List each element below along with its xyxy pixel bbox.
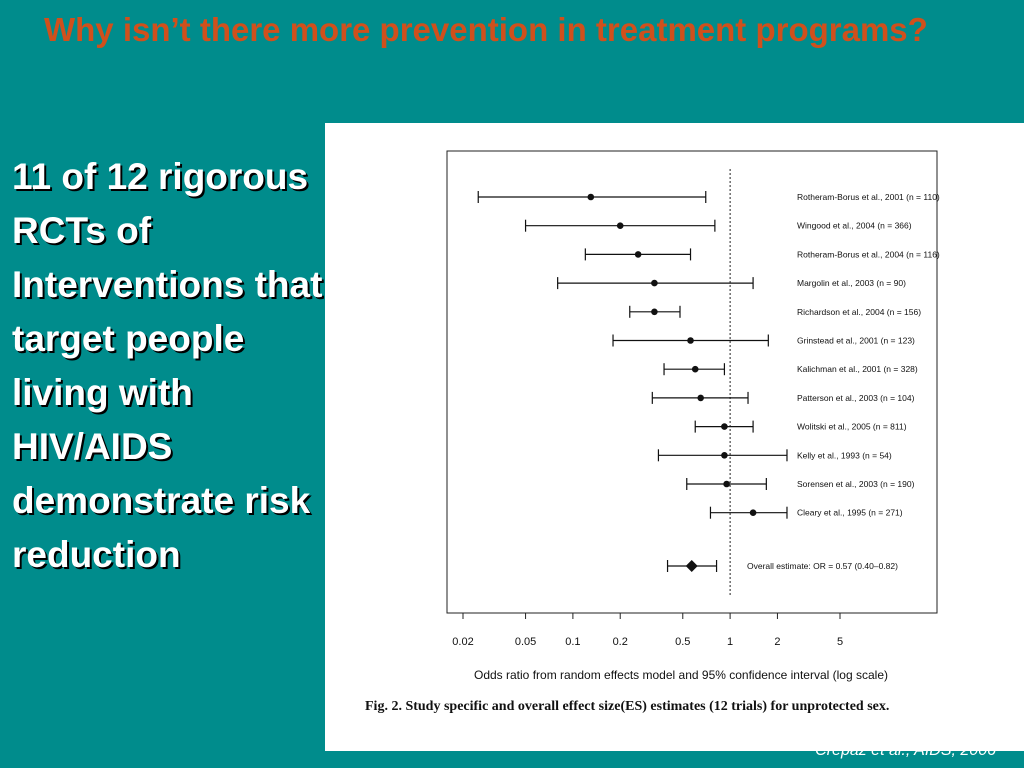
overall-estimate-diamond — [685, 560, 698, 572]
overall-estimate-label: Overall estimate: OR = 0.57 (0.40–0.82) — [747, 561, 898, 571]
study-label: Richardson et al., 2004 (n = 156) — [797, 307, 921, 317]
chart-marks: Rotheram-Borus et al., 2001 (n = 110) Win… — [477, 169, 940, 597]
x-axis-label: Odds ratio from random effects model and… — [474, 668, 888, 682]
study-label: Kelly et al., 1993 (n = 54) — [797, 450, 892, 460]
forest-plot-chart: 0.02 0.05 0.1 0.2 0.5 1 2 5 Rotheram-Borus et a… — [446, 150, 940, 682]
x-tick-label: 0.2 — [613, 636, 628, 648]
study-label: Rotheram-Borus et al., 2001 (n = 110) — [797, 192, 940, 202]
x-tick-label: 0.02 — [452, 636, 473, 648]
study-label: Sorensen et al., 2003 (n = 190) — [797, 479, 915, 489]
x-tick-label: 0.05 — [515, 636, 536, 648]
x-tick-label: 1 — [727, 636, 733, 648]
figure-panel: 0.02 0.05 0.1 0.2 0.5 1 2 5 Rotheram-Borus et a… — [325, 123, 1024, 751]
x-tick-label: 5 — [837, 636, 843, 648]
point-estimate — [723, 480, 730, 488]
citation: Crepaz et al., AIDS, 2006 — [815, 742, 996, 759]
x-tick-label: 2 — [774, 636, 780, 648]
point-estimate — [721, 423, 728, 430]
study-label: Patterson et al., 2003 (n = 104) — [797, 393, 915, 403]
plot-frame — [446, 150, 938, 614]
point-estimate — [721, 452, 728, 459]
figure-caption: Fig. 2. Study specific and overall effec… — [365, 699, 890, 714]
study-label: Rotheram-Borus et al., 2004 (n = 116) — [797, 249, 940, 259]
x-tick-label: 0.5 — [675, 636, 690, 648]
point-estimate — [634, 251, 642, 258]
point-estimate — [587, 193, 595, 201]
point-estimate — [616, 222, 624, 229]
study-label: Kalichman et al., 2001 (n = 328) — [797, 364, 918, 374]
slide-title: Why isn’t there more prevention in treat… — [44, 11, 928, 48]
study-label: Grinstead et al., 2001 (n = 123) — [797, 336, 915, 346]
study-label: Wolitski et al., 2005 (n = 811) — [797, 422, 907, 432]
point-estimate — [691, 365, 699, 373]
study-label: Wingood et al., 2004 (n = 366) — [797, 221, 912, 231]
point-estimate — [687, 337, 694, 344]
x-axis-ticks: 0.02 0.05 0.1 0.2 0.5 1 2 5 — [452, 613, 843, 648]
body-text: 11 of 12 rigorous RCTs of Interventions … — [12, 156, 323, 575]
study-label: Margolin et al., 2003 (n = 90) — [797, 278, 906, 288]
point-estimate — [651, 279, 658, 287]
point-estimate — [697, 394, 704, 402]
x-tick-label: 0.1 — [565, 636, 580, 648]
study-label: Cleary et al., 1995 (n = 271) — [797, 508, 903, 518]
point-estimate — [651, 308, 658, 316]
point-estimate — [749, 509, 757, 516]
